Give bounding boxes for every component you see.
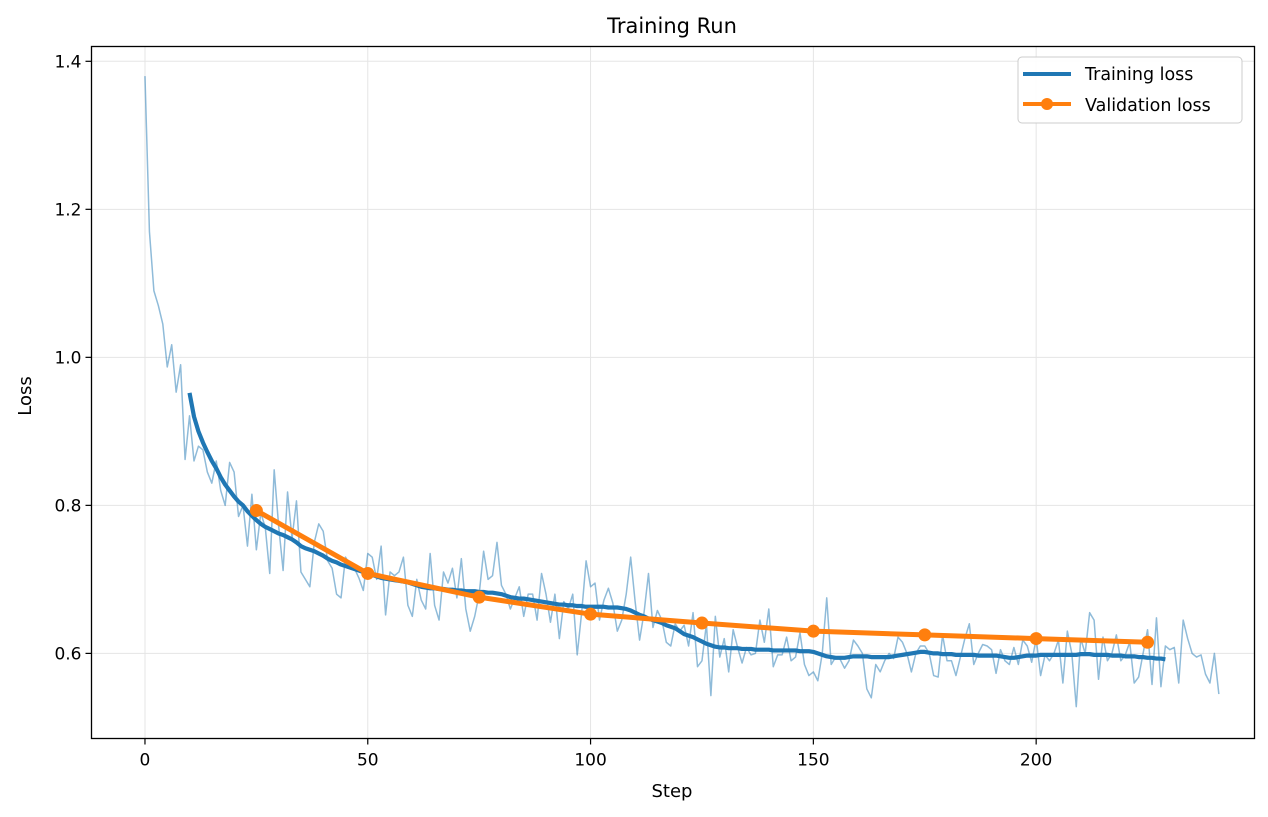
validation-loss-point bbox=[249, 504, 263, 518]
training-loss-line bbox=[187, 392, 1166, 662]
x-tick-label: 0 bbox=[140, 751, 151, 771]
plot-frame bbox=[90, 45, 1256, 740]
validation-loss-point bbox=[918, 628, 932, 642]
axis-ticks: 0 50 100 150 200 0.6 0.8 1.0 1.2 1.4 bbox=[54, 52, 1052, 770]
validation-loss-point bbox=[1029, 632, 1043, 646]
validation-loss-point bbox=[361, 566, 375, 580]
validation-loss-point bbox=[584, 607, 598, 621]
plot-series bbox=[144, 76, 1220, 708]
x-tick-label: 200 bbox=[1020, 751, 1052, 771]
legend-train-label: Training loss bbox=[1084, 65, 1193, 85]
validation-loss-point bbox=[695, 616, 709, 630]
validation-loss-point bbox=[1141, 635, 1155, 649]
y-axis-label: Loss bbox=[15, 376, 36, 415]
y-tick-label: 1.2 bbox=[54, 200, 81, 220]
y-tick-label: 0.6 bbox=[54, 644, 81, 664]
y-tick-label: 1.4 bbox=[54, 52, 81, 72]
y-tick-label: 1.0 bbox=[54, 348, 81, 368]
raw-training-loss-line bbox=[144, 76, 1220, 708]
y-tick-label: 0.8 bbox=[54, 496, 81, 516]
legend: Training loss Validation loss bbox=[1017, 56, 1243, 124]
legend-val-marker bbox=[1041, 98, 1053, 110]
validation-loss-point bbox=[806, 624, 820, 638]
chart-title: Training Run bbox=[606, 14, 737, 38]
legend-val-label: Validation loss bbox=[1085, 96, 1211, 116]
x-tick-label: 150 bbox=[797, 751, 829, 771]
x-tick-label: 100 bbox=[574, 751, 606, 771]
validation-loss-point bbox=[472, 590, 486, 604]
x-tick-label: 50 bbox=[357, 751, 379, 771]
legend-box bbox=[1017, 56, 1243, 124]
x-axis-label: Step bbox=[652, 781, 693, 802]
